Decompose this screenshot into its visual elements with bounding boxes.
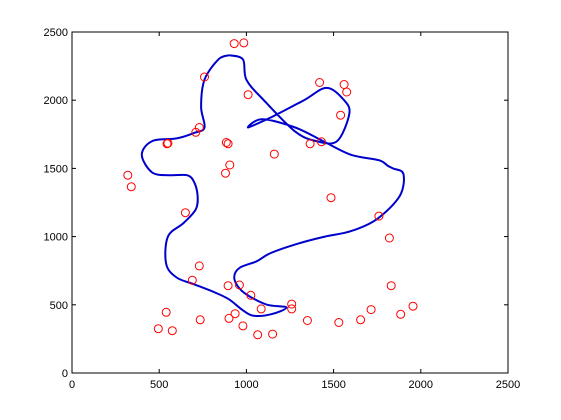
y-tick-label: 0 <box>62 368 68 380</box>
data-point <box>162 139 172 149</box>
data-point <box>408 301 418 311</box>
data-point <box>229 39 239 49</box>
data-point <box>180 208 190 218</box>
data-point <box>342 87 352 97</box>
axes-layer <box>71 31 509 374</box>
data-point <box>316 137 326 147</box>
curve-layer <box>140 54 405 317</box>
data-point <box>221 138 231 147</box>
data-point <box>396 309 406 319</box>
data-point <box>230 309 240 319</box>
data-point <box>126 182 136 192</box>
data-point <box>334 318 344 327</box>
data-point <box>200 72 209 82</box>
data-point <box>161 307 171 317</box>
data-point <box>256 304 266 314</box>
data-point <box>253 330 263 340</box>
data-point <box>302 316 312 325</box>
x-tick-label: 1500 <box>321 379 345 391</box>
y-tick-label: 2000 <box>44 95 68 107</box>
data-point <box>187 275 197 285</box>
points-layer <box>123 38 418 340</box>
data-point <box>239 38 249 48</box>
x-tick-label: 0 <box>69 379 75 391</box>
fitted-curve <box>140 54 405 317</box>
y-tick-label: 1000 <box>44 232 68 244</box>
data-point <box>315 78 325 87</box>
ticks-layer: 0 500 1000 1500 2000 2500 0 500 1000 1500 2000 2500 <box>44 27 521 391</box>
data-point <box>194 261 204 271</box>
data-point <box>225 160 235 170</box>
data-point <box>123 170 133 180</box>
data-point <box>366 305 376 315</box>
x-tick-label: 2500 <box>496 379 520 391</box>
data-point <box>356 315 366 325</box>
data-point <box>305 139 315 149</box>
data-point <box>238 321 248 331</box>
data-point <box>221 168 230 178</box>
data-point <box>269 149 279 159</box>
data-point <box>268 329 278 339</box>
data-point <box>287 299 297 309</box>
data-point <box>195 315 205 325</box>
data-point <box>336 110 346 120</box>
y-tick-label: 2500 <box>44 27 68 39</box>
x-tick-label: 2000 <box>409 379 433 391</box>
x-tick-label: 1000 <box>234 379 258 391</box>
data-point <box>223 139 233 149</box>
data-point <box>224 313 234 323</box>
data-point <box>287 304 297 314</box>
data-point <box>167 326 177 336</box>
data-point <box>384 233 394 243</box>
data-point <box>223 281 233 291</box>
data-point <box>234 280 244 290</box>
data-point <box>326 193 336 203</box>
data-point <box>163 138 173 148</box>
data-point <box>374 211 384 221</box>
data-point <box>153 324 163 334</box>
data-point <box>191 127 201 137</box>
data-point <box>246 290 256 300</box>
plot-area <box>72 32 508 373</box>
y-tick-label: 1500 <box>44 163 68 175</box>
data-point <box>243 90 253 100</box>
x-tick-label: 500 <box>150 379 168 391</box>
axes-box <box>71 31 509 374</box>
data-point <box>386 281 396 291</box>
y-tick-label: 500 <box>50 300 68 312</box>
